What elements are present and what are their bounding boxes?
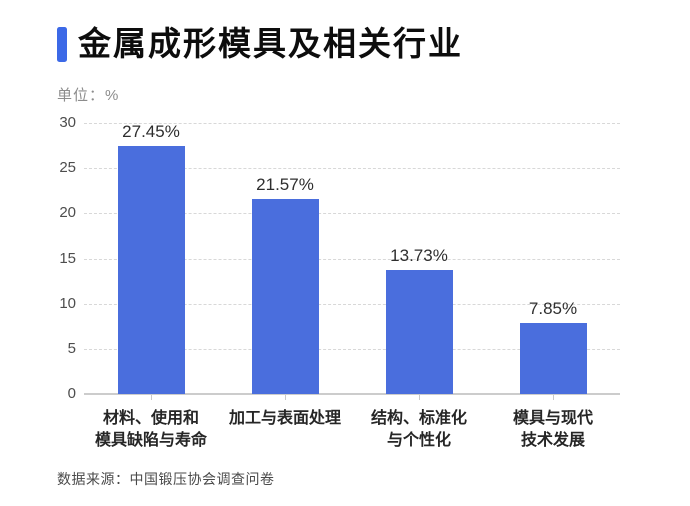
chart-header: 金属成形模具及相关行业 — [57, 25, 463, 63]
bar — [519, 323, 587, 394]
bar — [117, 146, 185, 394]
category-label-line: 加工与表面处理 — [228, 410, 341, 427]
x-axis-tick — [151, 395, 152, 400]
y-axis-tick-label: 20 — [59, 204, 76, 222]
category-label-line: 模具与现代 — [512, 410, 593, 427]
category-label-line: 技术发展 — [520, 432, 585, 449]
bar-value-label: 27.45% — [122, 122, 180, 142]
bar-value-label: 7.85% — [528, 299, 578, 319]
category-label: 材料、使用和 模具缺陷与寿命 — [76, 408, 226, 452]
gridline — [84, 303, 620, 305]
category-label: 结构、标准化 与个性化 — [344, 408, 494, 452]
data-source-label: 数据来源：中国锻压协会调查问卷 — [57, 471, 275, 487]
y-axis-tick-label: 0 — [67, 385, 76, 402]
gridline — [84, 348, 620, 350]
category-label-line: 模具缺陷与寿命 — [94, 432, 207, 449]
category-label-line: 材料、使用和 — [102, 410, 199, 427]
bar-value-label: 13.73% — [390, 245, 448, 265]
bar — [251, 199, 319, 394]
y-axis-tick-label: 25 — [59, 159, 76, 177]
category-label: 模具与现代 技术发展 — [478, 408, 628, 452]
gridline — [84, 168, 620, 170]
x-axis-tick — [285, 395, 286, 400]
category-label-line: 结构、标准化 — [370, 410, 467, 427]
x-axis-tick — [419, 395, 420, 400]
y-axis-tick-label: 15 — [59, 249, 76, 267]
y-axis-tick-label: 10 — [59, 294, 76, 312]
category-label-line: 与个性化 — [386, 432, 451, 449]
x-axis-line — [84, 393, 620, 395]
x-axis-tick — [553, 395, 554, 400]
chart-title: 金属成形模具及相关行业 — [78, 25, 463, 62]
gridline — [84, 123, 620, 124]
gridline — [84, 213, 620, 215]
unit-label: 单位：% — [57, 87, 120, 104]
gridline — [84, 258, 620, 260]
bar — [385, 269, 453, 394]
y-axis-tick-label: 30 — [59, 114, 76, 131]
y-axis-tick-label: 5 — [67, 339, 76, 357]
category-label: 加工与表面处理 — [210, 408, 360, 430]
bar-value-label: 21.57% — [256, 175, 314, 195]
title-accent-bar — [57, 26, 67, 62]
